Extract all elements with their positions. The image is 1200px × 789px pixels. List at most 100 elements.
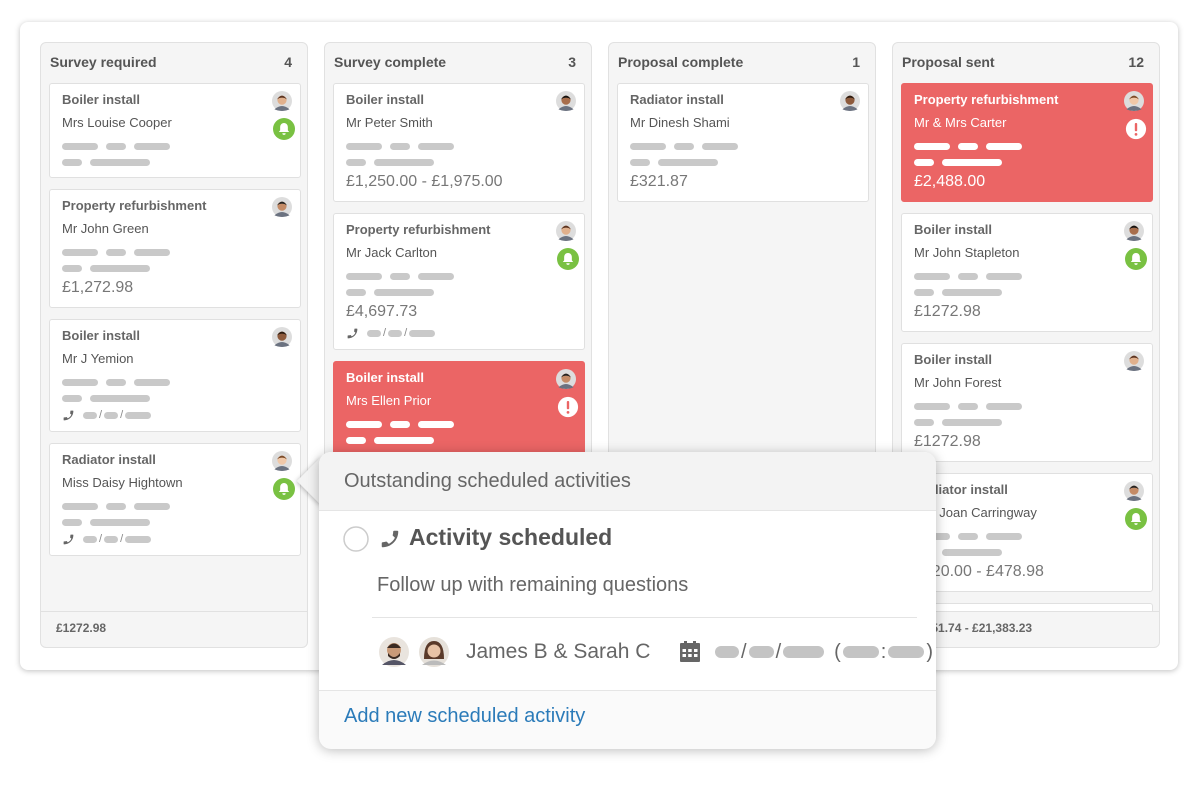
redacted-details	[914, 398, 1140, 430]
redacted-bar	[106, 142, 126, 150]
redacted-bar	[986, 142, 1022, 150]
client-name: Miss Daisy Hightown	[62, 475, 183, 490]
column-count: 4	[284, 54, 292, 70]
bar-row	[346, 432, 572, 448]
avatar	[272, 451, 292, 471]
deal-card[interactable]: Property refurbishment Mr & Mrs Carter £2,…	[901, 83, 1153, 202]
client-name: Mrs Louise Cooper	[62, 115, 172, 130]
redacted-bar	[90, 264, 150, 272]
redacted-bar	[83, 411, 97, 419]
avatar	[556, 369, 576, 389]
redacted-bar	[346, 420, 382, 428]
client-name: Mrs Joan Carringway	[914, 505, 1037, 520]
redacted-bar	[418, 420, 454, 428]
redacted-bar	[374, 288, 434, 296]
client-name: Mr J Yemion	[62, 351, 134, 366]
deal-card[interactable]: Boiler install Mr Peter Smith £1,250.00 - …	[333, 83, 585, 202]
client-name: Mrs Ellen Prior	[346, 393, 432, 408]
deal-card[interactable]: Boiler install Mr John Stapleton £1272.98	[901, 213, 1153, 332]
calendar-icon	[680, 641, 700, 662]
phone-icon	[63, 534, 74, 544]
redacted-bar	[346, 158, 366, 166]
redacted-bar	[134, 248, 170, 256]
redacted-details	[914, 268, 1140, 300]
client-name: Mr Jack Carlton	[346, 245, 438, 260]
kanban-column: Proposal sent 12 Property refurbishment Mr …	[892, 42, 1160, 648]
bar-row	[914, 268, 1140, 284]
activity-note: Follow up with remaining questions	[377, 574, 689, 596]
deal-card[interactable]: Radiator install Miss Daisy Hightown / /	[49, 443, 301, 556]
redacted-bar	[783, 646, 825, 658]
add-activity-link[interactable]: Add new scheduled activity	[344, 705, 586, 727]
redacted-bar	[630, 142, 666, 150]
card-value: £1,250.00 - £1,975.00	[346, 173, 503, 190]
card-value: £321.87	[630, 173, 688, 190]
client-name: Mr Dinesh Shami	[630, 115, 730, 130]
bar-row	[630, 138, 856, 154]
card-title: Boiler install	[914, 352, 993, 367]
redacted-details	[346, 138, 572, 170]
redacted-bar	[914, 142, 950, 150]
avatar	[556, 221, 576, 241]
reminder-icon	[557, 248, 579, 270]
activities-popover: Outstanding scheduled activities Activit…	[319, 452, 936, 749]
redacted-bar	[83, 535, 97, 543]
redacted-bar	[90, 394, 150, 402]
popover-footer	[319, 690, 936, 749]
redacted-details	[62, 498, 288, 530]
divider	[372, 617, 917, 618]
card-value: £2,488.00	[914, 173, 986, 190]
redacted-bar	[418, 142, 454, 150]
client-name: Mr & Mrs Carter	[914, 115, 1007, 130]
redacted-bar	[388, 329, 403, 337]
redacted-details	[630, 138, 856, 170]
redacted-bar	[390, 420, 410, 428]
deal-card[interactable]: Boiler install Mr J Yemion / /	[49, 319, 301, 432]
redacted-bar	[958, 532, 978, 540]
card-title: Boiler install	[62, 328, 141, 343]
redacted-bar	[125, 535, 152, 543]
deal-card[interactable]: Radiator install Mr Dinesh Shami £321.87	[617, 83, 869, 202]
redacted-bar	[106, 378, 126, 386]
client-name: Mr Peter Smith	[346, 115, 433, 130]
deal-card[interactable]: Boiler install Mrs Louise Cooper	[49, 83, 301, 178]
redacted-bar	[842, 646, 879, 658]
deal-card[interactable]: Property refurbishment Mr Jack Carlton £4,…	[333, 213, 585, 350]
popover-header	[319, 452, 936, 511]
date-separator: /	[741, 640, 747, 663]
redacted-bar	[346, 142, 382, 150]
avatar	[556, 91, 576, 111]
redacted-details	[914, 528, 1140, 560]
card-title: Radiator install	[62, 452, 156, 467]
column-count: 3	[568, 54, 576, 70]
redacted-bar	[409, 329, 436, 337]
phone-followup: / /	[346, 324, 572, 342]
popover-title: Outstanding scheduled activities	[344, 470, 631, 492]
redacted-bar	[90, 158, 150, 166]
redacted-bar	[62, 142, 98, 150]
avatar	[272, 91, 292, 111]
deal-card[interactable]: Radiator install Mrs Joan Carringway £320.…	[901, 473, 1153, 592]
client-name: Mr John Forest	[914, 375, 1002, 390]
card-value: £4,697.73	[346, 303, 418, 320]
column-title: Survey required	[50, 54, 157, 70]
deal-card[interactable]: Property refurbishmentThe Fairmount Inn	[901, 603, 1153, 611]
date-separator: :	[880, 640, 887, 663]
bar-row	[914, 414, 1140, 430]
complete-checkbox[interactable]	[343, 526, 369, 552]
date-separator: /	[775, 640, 782, 663]
deal-card[interactable]: Boiler install Mr John Forest £1272.98	[901, 343, 1153, 462]
redacted-details	[62, 138, 288, 170]
column-total: £1272.98	[41, 611, 307, 644]
card-value: £320.00 - £478.98	[914, 563, 1044, 580]
redacted-bar	[958, 142, 978, 150]
redacted-bar	[346, 272, 382, 280]
bar-row	[62, 514, 288, 530]
deal-card[interactable]: Property refurbishment Mr John Green £1,27…	[49, 189, 301, 308]
avatar	[1124, 221, 1144, 241]
column-title: Survey complete	[334, 54, 447, 70]
card-value: £1272.98	[914, 303, 981, 320]
date-separator: )	[926, 640, 934, 663]
redacted-bar	[62, 248, 98, 256]
card-list: Property refurbishment Mr & Mrs Carter £2,…	[901, 83, 1153, 611]
